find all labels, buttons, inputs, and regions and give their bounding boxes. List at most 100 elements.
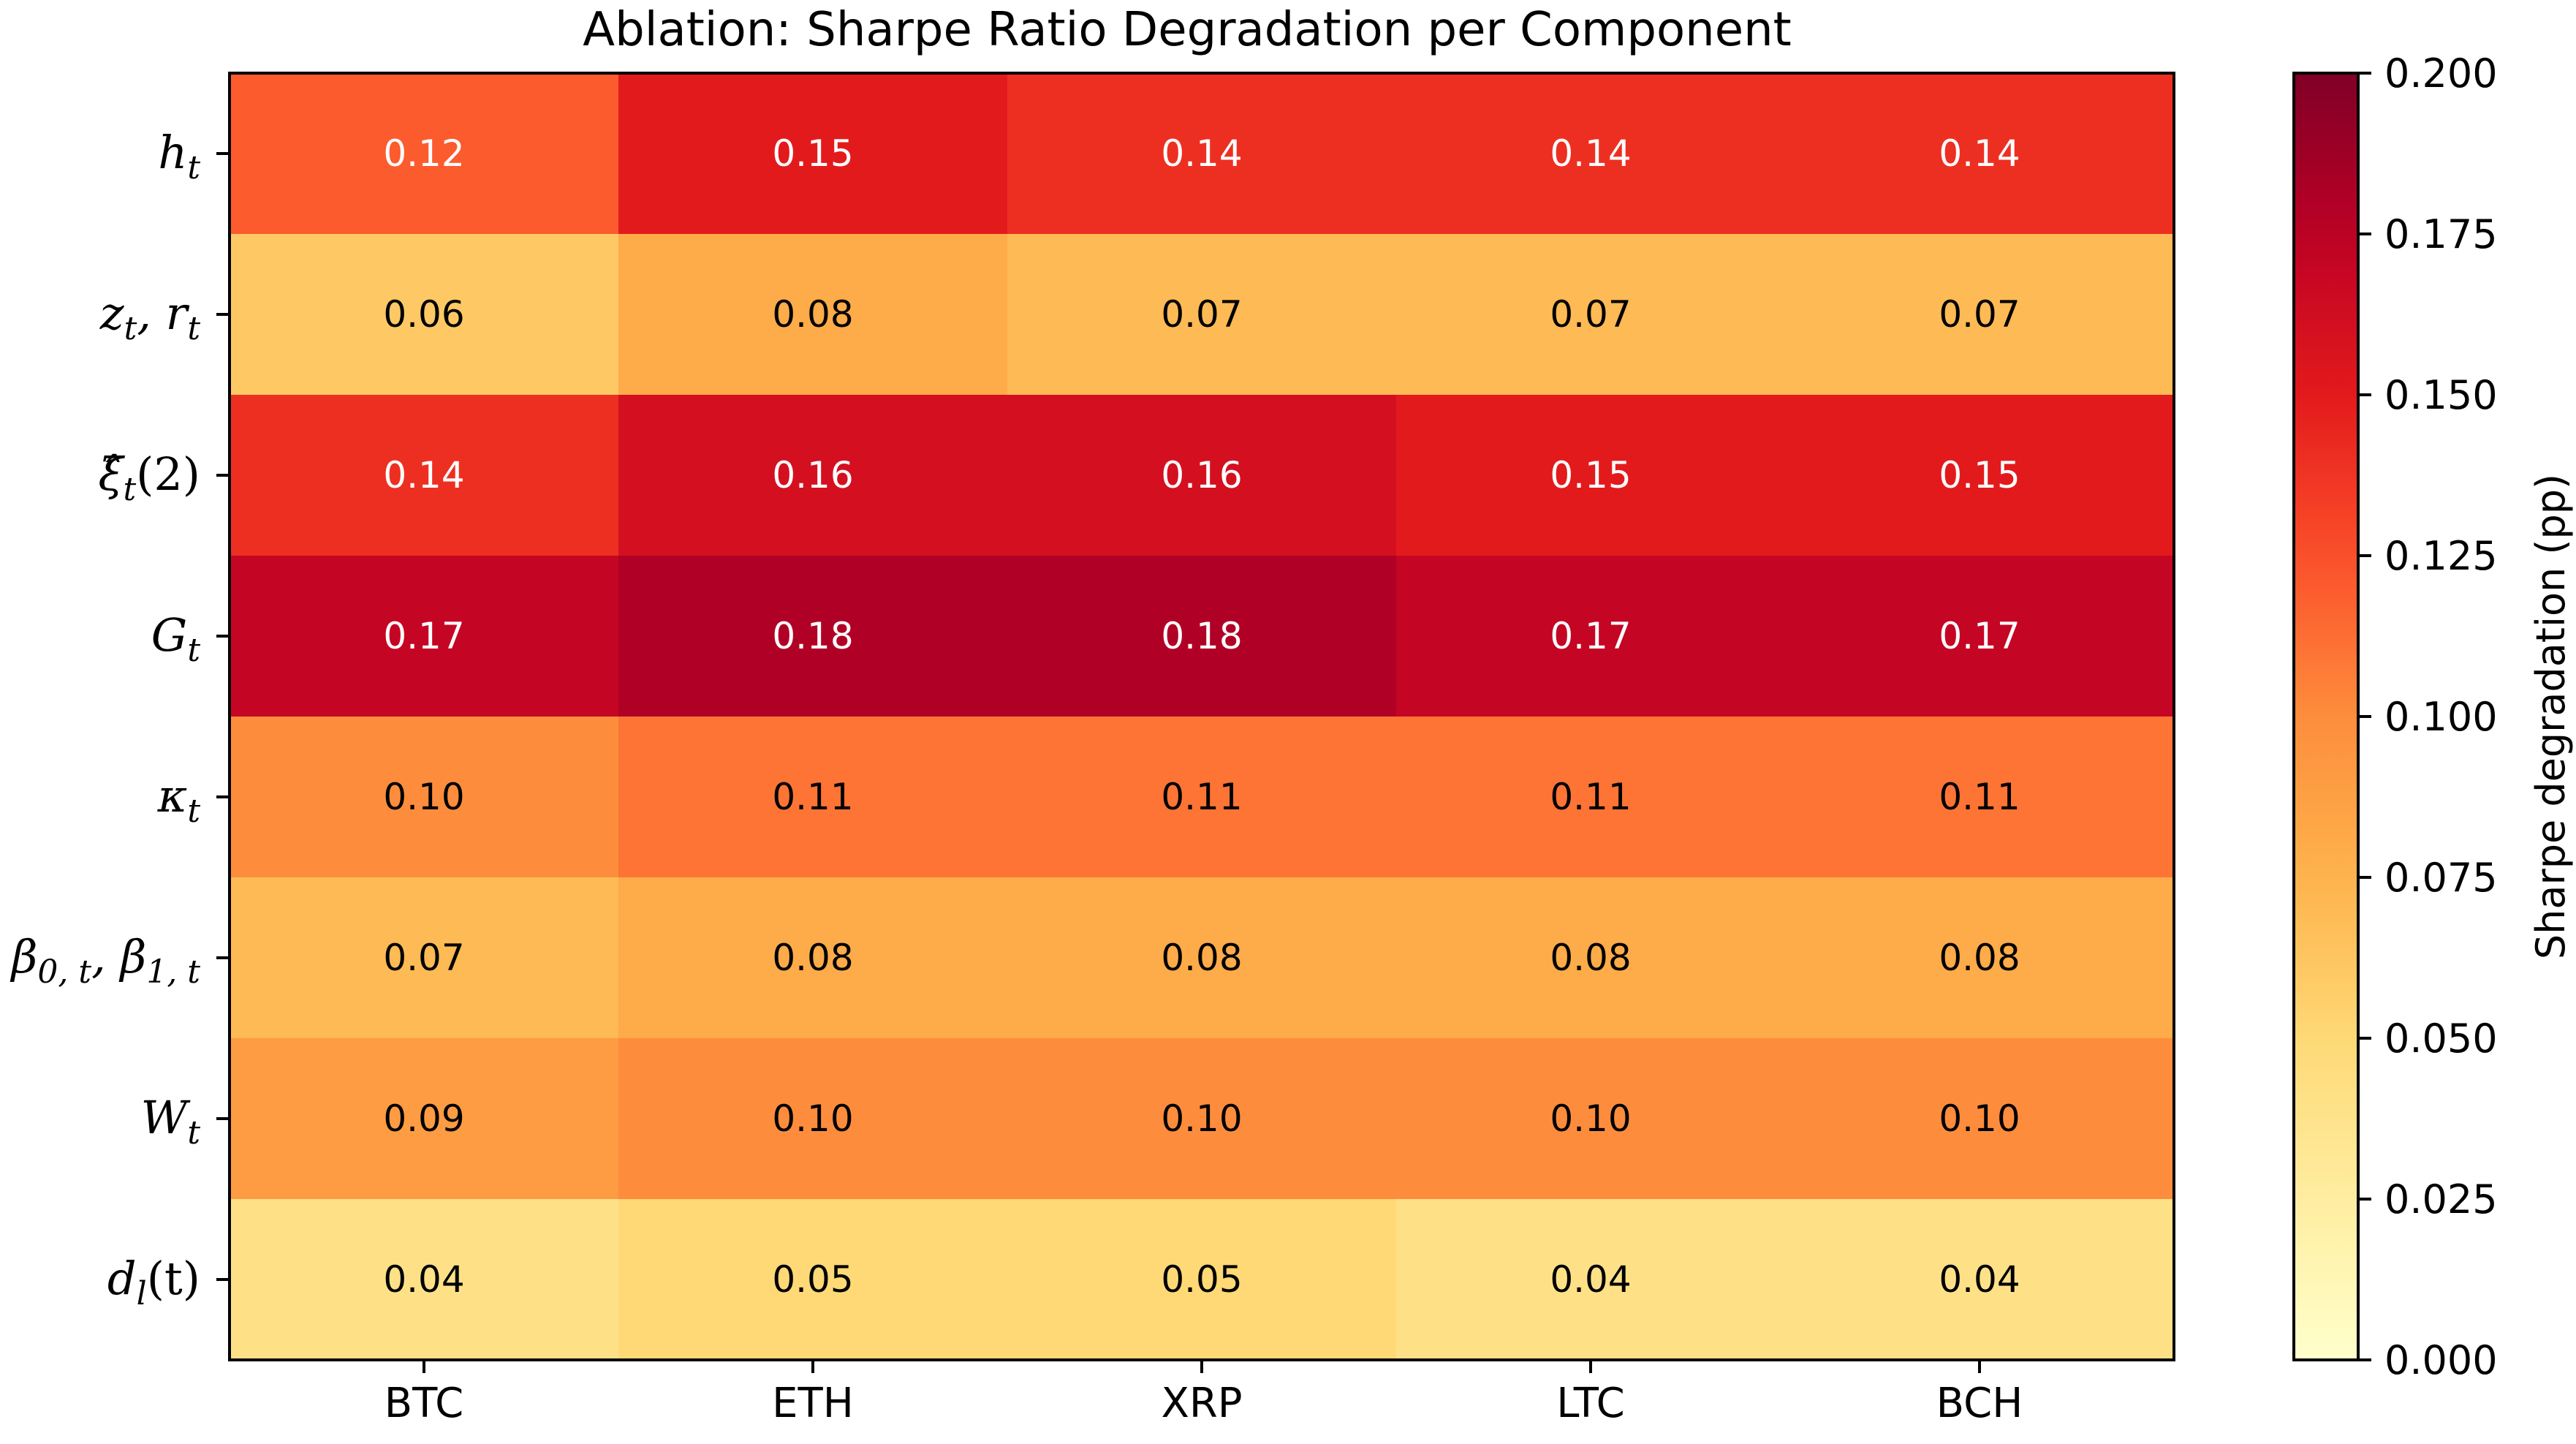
- x-tick-label: LTC: [1556, 1380, 1625, 1427]
- y-tick-label: Gt: [151, 608, 201, 669]
- colorbar-tick-label: 0.075: [2384, 855, 2498, 901]
- colorbar-tick-label: 0.000: [2384, 1337, 2498, 1383]
- heatmap-cell: [1785, 1038, 2175, 1200]
- heatmap-cell: [1007, 1199, 1397, 1361]
- heatmap-cell: [1396, 717, 1786, 878]
- cell-value-label: 0.08: [1939, 937, 2020, 979]
- heatmap-cell: [1785, 234, 2175, 396]
- cell-value-label: 0.14: [1939, 132, 2020, 175]
- heatmap-cell: [1396, 73, 1786, 235]
- heatmap-cell: [230, 1199, 619, 1361]
- colorbar-tick-label: 0.125: [2384, 533, 2498, 579]
- heatmap-cell: [230, 717, 619, 878]
- heatmap-cells: [230, 73, 2175, 1361]
- heatmap-cell: [1007, 556, 1397, 717]
- heatmap-cell: [1396, 556, 1786, 717]
- heatmap-cell: [230, 877, 619, 1039]
- cell-value-label: 0.07: [1939, 293, 2020, 336]
- cell-value-label: 0.04: [1939, 1258, 2020, 1301]
- cell-value-label: 0.10: [772, 1097, 853, 1140]
- heatmap-cell: [618, 717, 1008, 878]
- heatmap-cell: [618, 395, 1008, 556]
- heatmap-cell: [618, 556, 1008, 717]
- colorbar-gradient: [2292, 72, 2360, 1361]
- heatmap-cell: [1396, 395, 1786, 556]
- y-tick-label: zt, rt: [99, 287, 200, 347]
- x-tick-label: ETH: [772, 1380, 854, 1427]
- y-tick-label: Wt: [141, 1091, 201, 1152]
- cell-value-label: 0.04: [1550, 1258, 1631, 1301]
- y-tick-label: dl(t): [107, 1252, 200, 1312]
- y-tick-label: β0, t, β1, t: [10, 930, 201, 991]
- cell-value-label: 0.04: [383, 1258, 464, 1301]
- x-axis: BTC ETH XRP LTC BCH: [384, 1360, 2023, 1427]
- colorbar-tick-label: 0.025: [2384, 1176, 2498, 1222]
- x-tick-label: BTC: [384, 1380, 463, 1427]
- colorbar-tick-label: 0.200: [2384, 50, 2498, 97]
- cell-value-label: 0.10: [1550, 1097, 1631, 1140]
- heatmap-cell-labels: 0.12 0.15 0.14 0.14 0.14 0.06 0.08 0.07 0.07 0.07…: [383, 132, 2020, 1301]
- cell-value-label: 0.16: [772, 454, 853, 496]
- chart-title: Ablation: Sharpe Ratio Degradation per C…: [583, 3, 1791, 57]
- heatmap-cell: [1007, 73, 1397, 235]
- cell-value-label: 0.09: [383, 1097, 464, 1140]
- cell-value-label: 0.18: [772, 615, 853, 657]
- heatmap-cell: [230, 556, 619, 717]
- cell-value-label: 0.17: [1939, 615, 2020, 657]
- heatmap-cell: [1785, 73, 2175, 235]
- heatmap-cell: [1396, 1199, 1786, 1361]
- heatmap-cell: [1785, 556, 2175, 717]
- colorbar-tick-label: 0.175: [2384, 211, 2498, 257]
- heatmap-cell: [1785, 1199, 2175, 1361]
- cell-value-label: 0.10: [1161, 1097, 1242, 1140]
- heatmap-cell: [1785, 877, 2175, 1039]
- heatmap-cell: [1396, 234, 1786, 396]
- cell-value-label: 0.08: [1161, 937, 1242, 979]
- cell-value-label: 0.11: [1161, 776, 1242, 818]
- cell-value-label: 0.15: [1550, 454, 1631, 496]
- heatmap-cell: [1396, 877, 1786, 1039]
- y-tick-label: ht: [158, 126, 200, 186]
- x-tick-label: XRP: [1161, 1380, 1242, 1427]
- heatmap-cell: [230, 1038, 619, 1200]
- cell-value-label: 0.05: [772, 1258, 853, 1301]
- cell-value-label: 0.05: [1161, 1258, 1242, 1301]
- y-axis: ht zt, rt ξ̂t(2) Gt κt β0, t, β1, t Wt dl(t): [10, 126, 230, 1312]
- heatmap-cell: [1007, 877, 1397, 1039]
- cell-value-label: 0.12: [383, 132, 464, 175]
- cell-value-label: 0.11: [1939, 776, 2020, 818]
- cell-value-label: 0.11: [772, 776, 853, 818]
- cell-value-label: 0.17: [383, 615, 464, 657]
- colorbar-tick-label: 0.050: [2384, 1016, 2498, 1062]
- colorbar-tick-label: 0.150: [2384, 372, 2498, 418]
- colorbar-ticks: 0.000 0.025 0.050 0.075 0.100 0.125 0.150 0.175…: [2358, 50, 2498, 1383]
- cell-value-label: 0.07: [1161, 293, 1242, 336]
- cell-value-label: 0.07: [1550, 293, 1631, 336]
- heatmap-cell: [1007, 234, 1397, 396]
- heatmap-cell: [618, 1199, 1008, 1361]
- heatmap-cell: [1007, 717, 1397, 878]
- y-tick-label: κt: [157, 769, 201, 830]
- cell-value-label: 0.10: [1939, 1097, 2020, 1140]
- heatmap-cell: [1785, 395, 2175, 556]
- cell-value-label: 0.08: [1550, 937, 1631, 979]
- cell-value-label: 0.16: [1161, 454, 1242, 496]
- cell-value-label: 0.15: [1939, 454, 2020, 496]
- heatmap-cell: [1785, 717, 2175, 878]
- x-tick-label: BCH: [1936, 1380, 2023, 1427]
- cell-value-label: 0.15: [772, 132, 853, 175]
- heatmap-cell: [230, 234, 619, 396]
- cell-value-label: 0.06: [383, 293, 464, 336]
- cell-value-label: 0.14: [383, 454, 464, 496]
- heatmap-cell: [1396, 1038, 1786, 1200]
- cell-value-label: 0.07: [383, 937, 464, 979]
- heatmap-cell: [230, 73, 619, 235]
- y-tick-label: ξ̂t(2): [98, 447, 200, 508]
- heatmap-cell: [618, 877, 1008, 1039]
- colorbar-label: Sharpe degradation (pp): [2528, 474, 2574, 959]
- cell-value-label: 0.10: [383, 776, 464, 818]
- heatmap-cell: [618, 73, 1008, 235]
- cell-value-label: 0.18: [1161, 615, 1242, 657]
- heatmap-cell: [618, 234, 1008, 396]
